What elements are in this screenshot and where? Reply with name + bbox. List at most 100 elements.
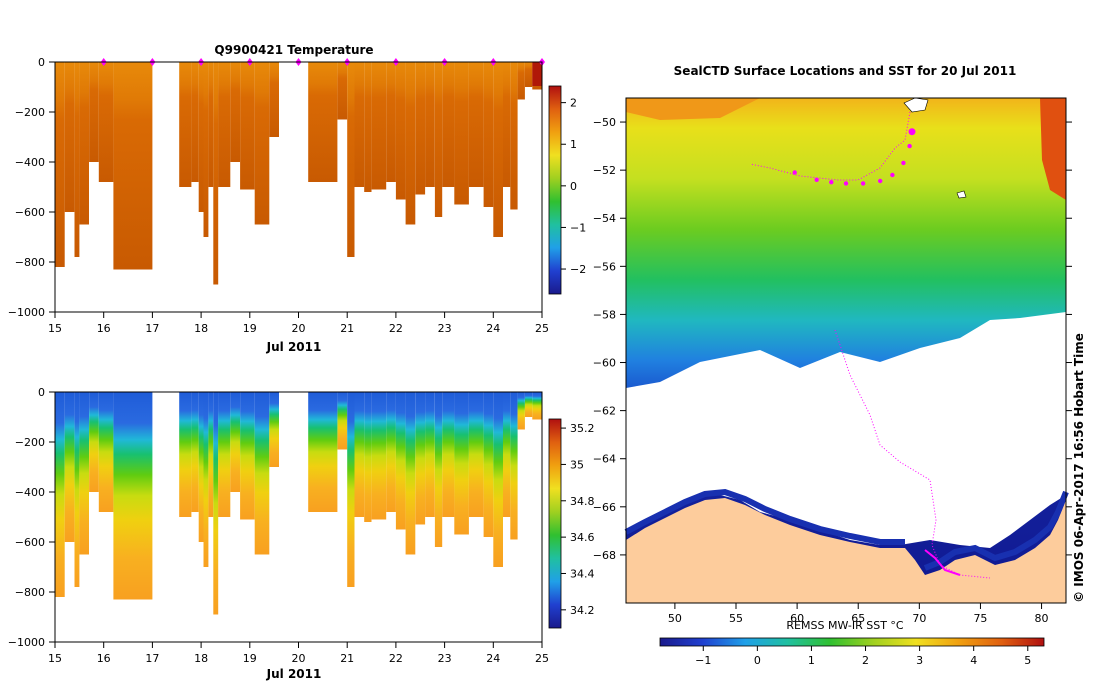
sal-profile-column — [415, 392, 426, 525]
colorbar-tick-label: 35.2 — [570, 422, 595, 435]
coastal-cold-band-east — [923, 490, 1069, 571]
x-tick-label: 24 — [486, 652, 500, 665]
temp-profile-column — [517, 62, 525, 100]
sst-colorbar-tick-label: −1 — [695, 654, 711, 667]
credit-text: © IMOS 06-Apr-2017 16:56 Hobart Time — [1072, 333, 1086, 603]
map-y-tick-label: −54 — [593, 212, 616, 225]
x-tick-label: 25 — [535, 652, 549, 665]
temp-profile-column — [208, 62, 214, 187]
temp-profile-column — [55, 62, 65, 267]
sal-profile-column — [113, 392, 153, 600]
sal-profile-column — [434, 392, 443, 547]
y-tick-label: −200 — [15, 436, 45, 449]
sal-colorbar-ticks: 35.2 35 34.8 34.6 34.4 34.2 — [561, 422, 595, 617]
temp-profile-column — [454, 62, 469, 205]
temp-x-axis: 15 16 17 18 19 20 21 22 23 24 25 — [48, 312, 549, 335]
seal-track-point — [860, 181, 866, 186]
temp-profile-column — [442, 62, 455, 187]
sst-colorbar-tick-label: 5 — [1024, 654, 1031, 667]
colorbar-tick-label: 34.4 — [570, 567, 595, 580]
sal-x-axis-label: Jul 2011 — [266, 667, 322, 681]
colorbar-tick-label: 2 — [570, 97, 577, 110]
temp-profile-column — [218, 62, 231, 187]
sal-profile-column — [532, 392, 542, 420]
temp-profile-column — [269, 62, 279, 137]
temp-profile-column — [415, 62, 426, 195]
temp-profile-column — [89, 62, 99, 162]
seal-track-point — [908, 128, 916, 136]
sst-map — [624, 97, 1069, 603]
sal-profile-column — [483, 392, 494, 537]
temp-profile-column — [179, 62, 192, 187]
x-tick-label: 21 — [340, 652, 354, 665]
sal-y-axis: 0 −200 −400 −600 −800 −1000 — [8, 386, 55, 649]
x-tick-label: 21 — [340, 322, 354, 335]
antarctic-land — [626, 498, 1066, 603]
seal-track-point — [829, 180, 834, 185]
sal-profile-column — [425, 392, 435, 517]
sal-profile-column — [269, 392, 279, 467]
temp-profile-column — [308, 62, 338, 182]
sal-profile-column — [510, 392, 518, 540]
x-tick-label: 18 — [194, 652, 208, 665]
sea-ice-region — [626, 312, 1066, 548]
x-tick-label: 18 — [194, 322, 208, 335]
seal-track — [749, 111, 991, 579]
temp-profile-column — [493, 62, 503, 237]
temp-profile-column — [74, 62, 80, 257]
sal-profile-column — [347, 392, 355, 587]
seal-track-end — [924, 549, 961, 576]
map-x-tick-label: 80 — [1035, 612, 1049, 625]
sal-profile-column — [179, 392, 192, 517]
seal-track-point — [792, 170, 797, 175]
sal-profile-column — [64, 392, 75, 542]
map-title: SealCTD Surface Locations and SST for 20… — [674, 64, 1017, 78]
y-tick-label: −400 — [15, 156, 45, 169]
y-tick-label: −600 — [15, 206, 45, 219]
sst-colorbar-tick-label: 1 — [808, 654, 815, 667]
colorbar-tick-label: 34.8 — [570, 495, 595, 508]
sst-colorbar-label: REMSS MW-IR SST °C — [786, 619, 904, 632]
map-y-tick-label: −58 — [593, 308, 616, 321]
map-y-axis: −50 −52 −54 −56 −58 −60 −62 −64 −66 −68 — [593, 116, 1072, 562]
coastal-cold-band — [624, 488, 905, 545]
sal-profile-column — [191, 392, 199, 512]
sal-plot-area — [55, 392, 542, 615]
seal-track-point — [843, 181, 849, 186]
map-x-tick-label: 50 — [668, 612, 682, 625]
sal-profile-column — [308, 392, 338, 512]
sst-colorbar-tick-label: 2 — [862, 654, 869, 667]
seal-track-point — [878, 178, 883, 184]
x-tick-label: 16 — [97, 652, 111, 665]
sal-profile-column — [386, 392, 396, 512]
temp-profile-column — [337, 62, 348, 120]
x-tick-label: 24 — [486, 322, 500, 335]
temp-profile-column — [405, 62, 416, 225]
sal-profile-column — [208, 392, 214, 517]
temp-profile-column — [254, 62, 270, 225]
y-tick-label: −800 — [15, 586, 45, 599]
temp-plot-area — [55, 58, 545, 285]
map-frame — [625, 97, 1067, 604]
colorbar-tick-label: 34.6 — [570, 531, 595, 544]
map-y-tick-label: −52 — [593, 164, 616, 177]
y-tick-label: −600 — [15, 536, 45, 549]
sal-profile-column — [74, 392, 80, 587]
temp-profile-column — [240, 62, 255, 190]
temp-profile-column — [203, 62, 209, 237]
sal-profile-column — [468, 392, 484, 517]
heard-island — [956, 190, 967, 199]
seal-track-point — [901, 160, 906, 166]
x-tick-label: 17 — [145, 322, 159, 335]
sst-colorbar-tick-label: 4 — [970, 654, 977, 667]
x-tick-label: 16 — [97, 322, 111, 335]
map-y-tick-label: −56 — [593, 260, 616, 273]
map-x-tick-label: 65 — [851, 612, 865, 625]
x-tick-label: 20 — [292, 322, 306, 335]
temp-profile-column — [510, 62, 518, 210]
temp-profile-column — [434, 62, 443, 217]
y-tick-label: −1000 — [8, 306, 45, 319]
temp-profile-column — [347, 62, 355, 257]
sal-profile-column — [503, 392, 511, 517]
x-tick-label: 19 — [243, 652, 257, 665]
